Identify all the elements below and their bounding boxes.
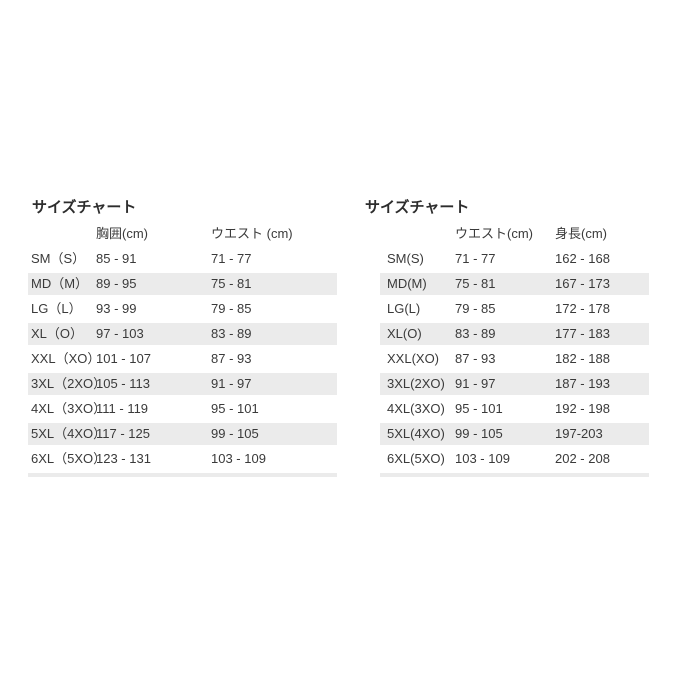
- range-value: 83 - 89: [211, 326, 252, 341]
- range-value: 167 - 173: [555, 276, 610, 291]
- size-label: SM(S): [387, 251, 424, 266]
- table-row: XXL（XO） 101 - 107 87 - 93: [28, 348, 337, 370]
- range-value: 172 - 178: [555, 301, 610, 316]
- table-row: 3XL（2XO） 105 - 113 91 - 97: [28, 373, 337, 395]
- range-value: 101 - 107: [96, 351, 151, 366]
- cropped-row-strip: [28, 473, 337, 477]
- range-value: 182 - 188: [555, 351, 610, 366]
- table-row: MD(M) 75 - 81 167 - 173: [380, 273, 649, 295]
- size-label: 4XL(3XO): [387, 401, 445, 416]
- range-value: 123 - 131: [96, 451, 151, 466]
- size-chart-right: サイズチャート ウエスト(cm) 身長(cm) SM(S) 71 - 77 162 - …: [365, 198, 649, 477]
- range-value: 75 - 81: [211, 276, 252, 291]
- range-value: 91 - 97: [455, 376, 496, 391]
- range-value: 87 - 93: [455, 351, 496, 366]
- size-label: MD（M）: [31, 276, 89, 291]
- size-label: 4XL（3XO）: [31, 401, 107, 416]
- range-value: 192 - 198: [555, 401, 610, 416]
- size-label: 3XL（2XO）: [31, 376, 107, 391]
- range-value: 95 - 101: [455, 401, 503, 416]
- size-label: 5XL（4XO）: [31, 426, 107, 441]
- range-value: 95 - 101: [211, 401, 259, 416]
- range-value: 197-203: [555, 426, 603, 441]
- size-label: XXL(XO): [387, 351, 440, 366]
- range-value: 79 - 85: [455, 301, 496, 316]
- range-value: 103 - 109: [211, 451, 266, 466]
- size-label: XL（O）: [31, 326, 84, 341]
- range-value: 99 - 105: [211, 426, 259, 441]
- table-row: SM（S） 85 - 91 71 - 77: [28, 248, 337, 270]
- table-row: 5XL(4XO) 99 - 105 197-203: [380, 423, 649, 445]
- table-row: SM(S) 71 - 77 162 - 168: [380, 248, 649, 270]
- cropped-row-strip: [380, 473, 649, 477]
- corner-cell: [28, 223, 96, 245]
- range-value: 71 - 77: [455, 251, 496, 266]
- range-value: 117 - 125: [96, 426, 150, 441]
- size-table-waist-height: ウエスト(cm) 身長(cm) SM(S) 71 - 77 162 - 168 MD(M)…: [380, 223, 649, 477]
- size-label: 3XL(2XO): [387, 376, 445, 391]
- range-value: 99 - 105: [455, 426, 503, 441]
- size-label: MD(M): [387, 276, 427, 291]
- range-value: 85 - 91: [96, 251, 137, 266]
- range-value: 162 - 168: [555, 251, 610, 266]
- table-row: MD（M） 89 - 95 75 - 81: [28, 273, 337, 295]
- size-label: 6XL（5XO）: [31, 451, 107, 466]
- range-value: 177 - 183: [555, 326, 610, 341]
- table-row: 6XL(5XO) 103 - 109 202 - 208: [380, 448, 649, 470]
- table-row: XL（O） 97 - 103 83 - 89: [28, 323, 337, 345]
- size-label: LG(L): [387, 301, 421, 316]
- size-label: LG（L）: [31, 301, 82, 316]
- table-row: XL(O) 83 - 89 177 - 183: [380, 323, 649, 345]
- header-row: 胸囲(cm) ウエスト (cm): [28, 223, 337, 245]
- column-header: 胸囲(cm): [96, 226, 148, 241]
- size-table-chest-waist: 胸囲(cm) ウエスト (cm) SM（S） 85 - 91 71 - 77 MD（M） 8…: [28, 223, 337, 477]
- table-row: LG（L） 93 - 99 79 - 85: [28, 298, 337, 320]
- size-chart-title: サイズチャート: [365, 199, 470, 216]
- range-value: 89 - 95: [96, 276, 137, 291]
- range-value: 97 - 103: [96, 326, 144, 341]
- table-row: 6XL（5XO） 123 - 131 103 - 109: [28, 448, 337, 470]
- range-value: 83 - 89: [455, 326, 496, 341]
- size-label: XXL（XO）: [31, 351, 101, 366]
- size-chart-title: サイズチャート: [32, 199, 137, 216]
- size-label: XL(O): [387, 326, 422, 341]
- range-value: 187 - 193: [555, 376, 610, 391]
- column-header: 身長(cm): [555, 226, 607, 241]
- size-label: 5XL(4XO): [387, 426, 445, 441]
- column-header: ウエスト(cm): [455, 226, 533, 241]
- range-value: 87 - 93: [211, 351, 252, 366]
- range-value: 79 - 85: [211, 301, 252, 316]
- range-value: 71 - 77: [211, 251, 252, 266]
- table-row: 5XL（4XO） 117 - 125 99 - 105: [28, 423, 337, 445]
- table-row: LG(L) 79 - 85 172 - 178: [380, 298, 649, 320]
- table-row: XXL(XO) 87 - 93 182 - 188: [380, 348, 649, 370]
- size-label: 6XL(5XO): [387, 451, 445, 466]
- range-value: 91 - 97: [211, 376, 252, 391]
- table-row: 4XL（3XO） 111 - 119 95 - 101: [28, 398, 337, 420]
- range-value: 75 - 81: [455, 276, 496, 291]
- range-value: 93 - 99: [96, 301, 137, 316]
- corner-cell: [380, 223, 455, 245]
- range-value: 103 - 109: [455, 451, 510, 466]
- range-value: 202 - 208: [555, 451, 610, 466]
- size-chart-left: サイズチャート 胸囲(cm) ウエスト (cm) SM（S） 85 - 91 71 - …: [28, 198, 337, 477]
- size-label: SM（S）: [31, 251, 86, 266]
- table-row: 4XL(3XO) 95 - 101 192 - 198: [380, 398, 649, 420]
- range-value: 105 - 113: [96, 376, 150, 391]
- range-value: 111 - 119: [96, 401, 149, 416]
- table-row: 3XL(2XO) 91 - 97 187 - 193: [380, 373, 649, 395]
- header-row: ウエスト(cm) 身長(cm): [380, 223, 649, 245]
- column-header: ウエスト (cm): [211, 226, 293, 241]
